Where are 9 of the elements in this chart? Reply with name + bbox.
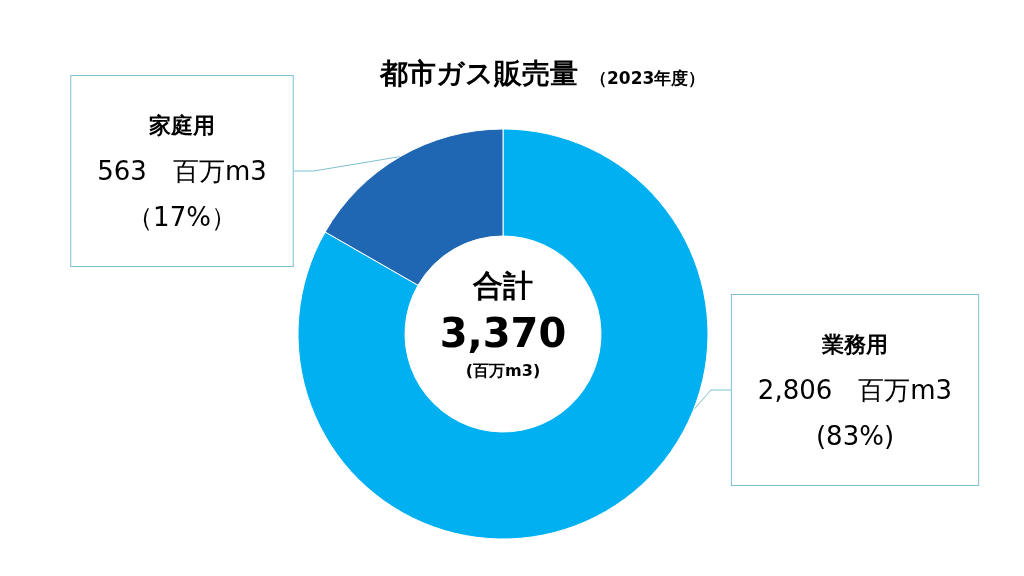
chart-title: 都市ガス販売量 (379, 56, 578, 90)
data-label: 563 百万m3 （17%） (97, 156, 267, 232)
data-label: 2,806 百万m3 (83%) (757, 375, 953, 451)
text: (百万m3) (465, 360, 541, 380)
slice-label: 業務用 (821, 331, 888, 357)
chart-subtitle: （2023年度） (590, 67, 706, 88)
slice-label: 家庭用 (148, 112, 215, 138)
text: 合計 (472, 267, 533, 303)
text: 3,370 (439, 310, 567, 356)
